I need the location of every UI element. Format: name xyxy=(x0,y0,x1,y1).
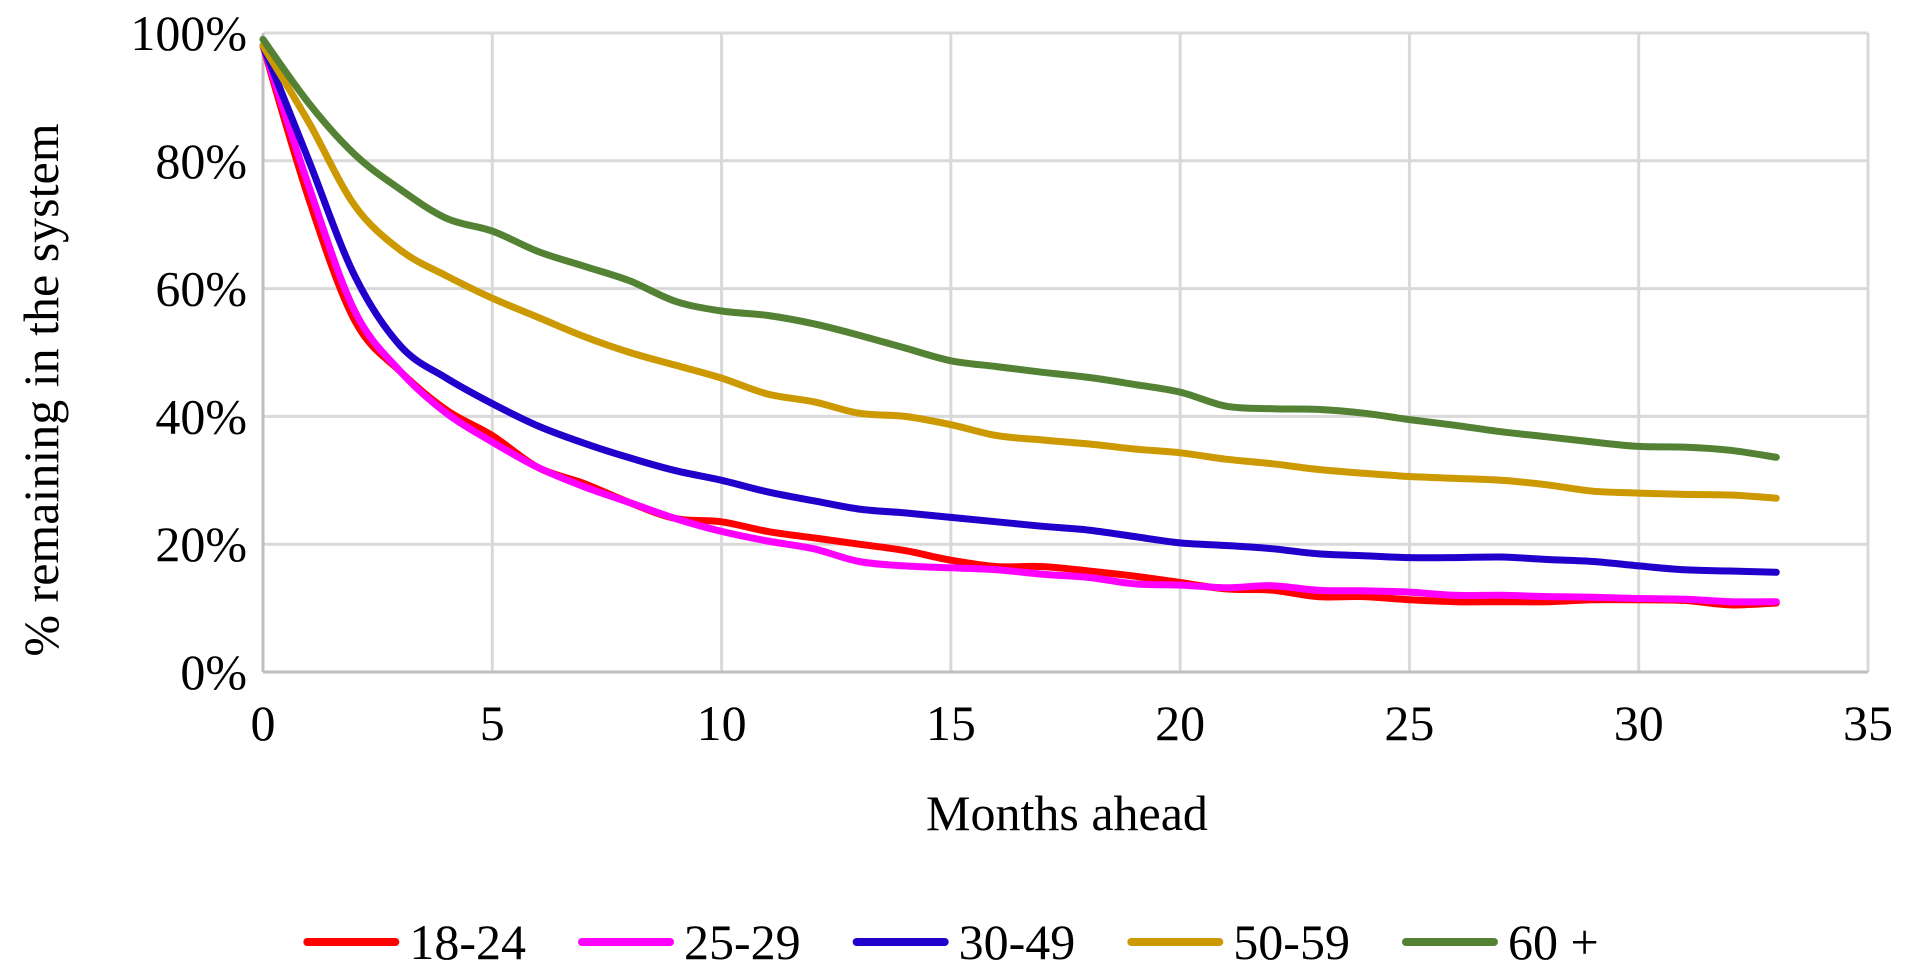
x-tick-label: 35 xyxy=(1843,695,1893,751)
x-tick-label: 30 xyxy=(1614,695,1664,751)
x-tick-label: 10 xyxy=(697,695,747,751)
x-tick-label: 15 xyxy=(926,695,976,751)
y-tick-label: 20% xyxy=(155,516,247,572)
legend-label-60: 60 + xyxy=(1508,914,1599,963)
series-line-50-59 xyxy=(259,42,1780,502)
y-tick-label: 40% xyxy=(155,388,247,444)
y-axis-title: % remaining in the system xyxy=(13,123,69,656)
y-tick-label: 100% xyxy=(130,5,247,61)
x-tick-label: 25 xyxy=(1384,695,1434,751)
legend-label-25-29: 25-29 xyxy=(684,914,801,963)
series-line-25-29 xyxy=(259,42,1780,606)
legend: 18-24 25-29 30-49 50-59 60 + xyxy=(303,914,1599,963)
x-tick-label: 5 xyxy=(480,695,505,751)
x-tick-label: 0 xyxy=(251,695,276,751)
series-line-60 xyxy=(259,35,1780,461)
x-tick-label: 20 xyxy=(1155,695,1205,751)
legend-label-50-59: 50-59 xyxy=(1233,914,1350,963)
series-line-30-49 xyxy=(259,42,1780,576)
tick-labels: 0% 20% 40% 60% 80% 100% 0 5 10 15 20 25 30 35 xyxy=(130,5,1893,751)
x-axis-title: Months ahead xyxy=(926,785,1208,841)
legend-label-18-24: 18-24 xyxy=(409,914,526,963)
gridlines xyxy=(263,31,1870,672)
series-lines xyxy=(259,35,1780,609)
y-tick-label: 60% xyxy=(155,261,247,317)
axes xyxy=(261,33,1868,674)
y-tick-label: 80% xyxy=(155,133,247,189)
y-tick-label: 0% xyxy=(180,644,247,700)
legend-label-30-49: 30-49 xyxy=(959,914,1076,963)
